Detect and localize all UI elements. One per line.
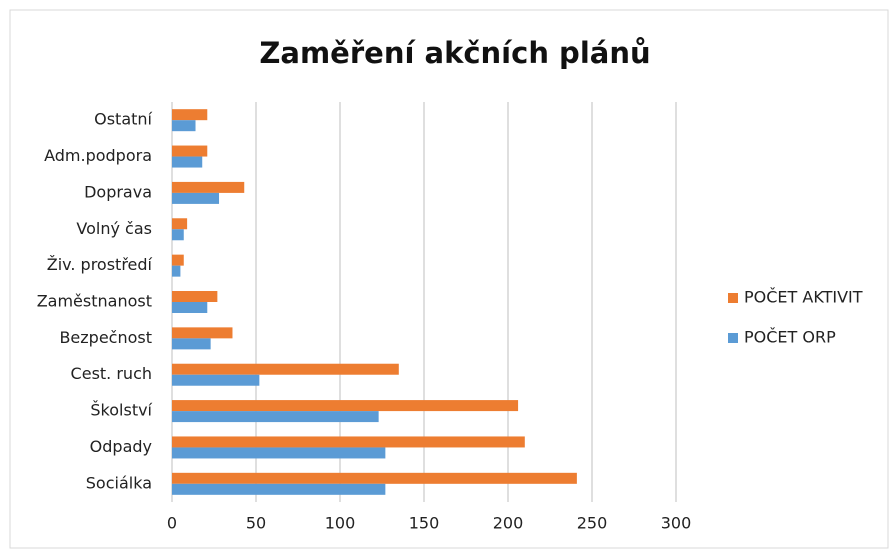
- y-tick-label: Cest. ruch: [71, 364, 152, 383]
- legend-label: POČET AKTIVIT: [744, 288, 863, 307]
- y-tick-label: Doprava: [84, 182, 152, 201]
- y-tick-label: Ostatní: [94, 110, 152, 129]
- x-tick-label: 200: [493, 514, 524, 533]
- y-tick-label: Živ. prostředí: [47, 255, 153, 274]
- x-tick-label: 250: [577, 514, 608, 533]
- y-tick-label: Volný čas: [76, 219, 152, 238]
- y-tick-label: Odpady: [90, 437, 152, 456]
- bar: [172, 447, 386, 459]
- bar: [172, 374, 260, 386]
- legend-swatch: [728, 333, 738, 343]
- bar: [172, 265, 181, 277]
- x-tick-label: 150: [409, 514, 440, 533]
- y-tick-label: Školství: [90, 401, 152, 420]
- bar: [172, 338, 211, 350]
- bar: [172, 436, 525, 448]
- bar: [172, 327, 233, 339]
- x-tick-label: 100: [325, 514, 356, 533]
- y-tick-label: Bezpečnost: [59, 328, 152, 347]
- bar: [172, 472, 577, 484]
- bar: [172, 254, 184, 266]
- bar: [172, 483, 386, 495]
- x-tick-label: 50: [246, 514, 266, 533]
- bar: [172, 181, 245, 193]
- chart-title: Zaměření akčních plánů: [259, 36, 650, 70]
- y-tick-label: Zaměstnanost: [37, 292, 152, 311]
- x-tick-label: 300: [661, 514, 692, 533]
- bar: [172, 156, 203, 168]
- y-tick-label: Sociálka: [86, 473, 152, 492]
- bar: [172, 109, 208, 121]
- y-tick-label: Adm.podpora: [44, 146, 152, 165]
- x-tick-label: 0: [167, 514, 177, 533]
- bar: [172, 291, 218, 302]
- bar: [172, 363, 399, 375]
- bar: [172, 400, 519, 412]
- bar: [172, 218, 188, 230]
- bar: [172, 229, 184, 241]
- legend-swatch: [728, 293, 738, 303]
- bar: [172, 302, 208, 313]
- bar: [172, 120, 196, 132]
- bar: [172, 411, 379, 423]
- bar: [172, 192, 220, 204]
- bar: [172, 145, 208, 157]
- chart-frame: [9, 9, 889, 549]
- legend-label: POČET ORP: [744, 328, 836, 347]
